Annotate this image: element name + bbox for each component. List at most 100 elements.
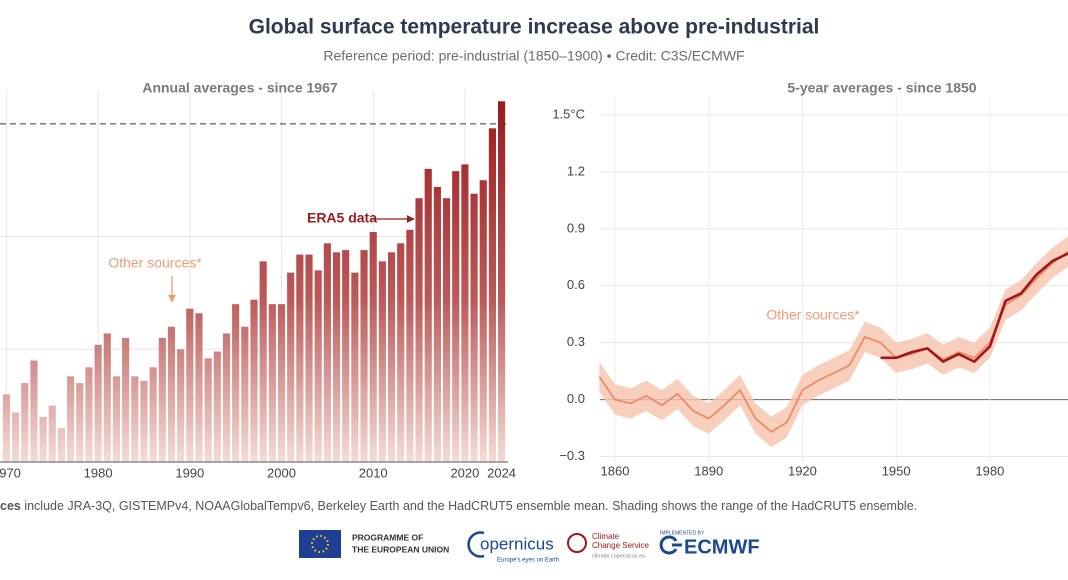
bar xyxy=(204,358,212,462)
bar xyxy=(222,333,231,462)
bar xyxy=(360,250,368,462)
logo-text: climate.copernicus.eu xyxy=(592,553,645,559)
bar xyxy=(259,261,267,462)
bar xyxy=(488,128,496,462)
logo-text: ECMWF xyxy=(684,536,760,558)
bar xyxy=(461,164,469,462)
panel-title: 5-year averages - since 1850 xyxy=(787,80,976,96)
bar xyxy=(2,394,10,462)
bar xyxy=(112,376,121,462)
y-tick-label: 0.9 xyxy=(567,220,585,235)
bar xyxy=(177,349,185,462)
annotation: Other sources* xyxy=(766,307,860,323)
bar xyxy=(167,326,176,462)
x-tick-label: 1950 xyxy=(882,463,911,478)
bar xyxy=(342,250,350,462)
bar xyxy=(213,351,221,462)
bar xyxy=(498,101,506,462)
y-tick-label: 1.5°C xyxy=(552,106,585,121)
x-tick-label: 1980 xyxy=(975,463,1004,478)
x-tick-label: 2010 xyxy=(359,465,388,480)
x-tick-label: 1920 xyxy=(788,463,817,478)
bar xyxy=(442,198,451,462)
bar xyxy=(131,376,139,462)
bar xyxy=(67,376,75,462)
bar xyxy=(158,338,166,462)
bar xyxy=(387,252,396,462)
copernicus-c xyxy=(467,531,485,558)
bar xyxy=(378,261,386,462)
x-tick-label: 1970 xyxy=(0,465,21,480)
x-tick-label: 2020 xyxy=(450,465,479,480)
bar xyxy=(85,367,93,462)
logo-text: Europe's eyes on Earth xyxy=(497,558,559,564)
bar xyxy=(479,180,487,462)
bar xyxy=(268,304,276,462)
bar xyxy=(351,272,359,462)
bar xyxy=(94,344,102,462)
logo-text: Climate xyxy=(592,532,620,541)
bar xyxy=(76,383,84,462)
panel-title: Annual averages - since 1967 xyxy=(142,80,338,96)
bar xyxy=(232,304,240,462)
bar xyxy=(122,338,130,462)
y-tick-label: −0.3 xyxy=(559,448,585,463)
bar xyxy=(186,308,194,462)
bar xyxy=(48,405,56,462)
x-tick-label: 2024 xyxy=(487,465,516,480)
bar xyxy=(323,243,331,462)
bar xyxy=(397,243,405,462)
c3s-icon xyxy=(567,533,587,553)
logo-text: opernicus xyxy=(480,534,554,553)
bar xyxy=(424,168,432,462)
bar xyxy=(287,272,295,462)
line xyxy=(880,252,1068,363)
bar xyxy=(30,360,38,462)
logo-text: IMPLEMENTED BY xyxy=(660,530,705,536)
logos: PROGRAMME OF THE EUROPEAN UNION opernicu… xyxy=(299,530,760,564)
x-tick-label: 1860 xyxy=(601,463,630,478)
bar xyxy=(433,186,441,463)
y-tick-label: 0.0 xyxy=(567,391,585,406)
title: Global surface temperature increase abov… xyxy=(249,16,820,39)
x-tick-label: 1980 xyxy=(84,465,113,480)
bar xyxy=(195,313,203,462)
bar xyxy=(470,193,478,462)
bar xyxy=(103,333,111,462)
range-band xyxy=(599,236,1068,448)
bar xyxy=(452,171,460,462)
bar xyxy=(39,416,47,462)
x-tick-label: 1890 xyxy=(694,463,723,478)
bar xyxy=(332,252,341,462)
bar xyxy=(140,380,148,462)
bar xyxy=(241,326,249,462)
bar xyxy=(314,270,322,462)
annotation: ERA5 data xyxy=(307,210,377,226)
bar xyxy=(296,254,304,462)
bar xyxy=(369,232,377,462)
y-tick-label: 0.3 xyxy=(567,334,585,349)
bar xyxy=(305,254,313,462)
bar xyxy=(149,367,157,462)
annotation: Other sources* xyxy=(108,255,202,271)
bar xyxy=(250,299,258,462)
footnote-bold: ces xyxy=(0,499,21,513)
x-tick-label: 2000 xyxy=(267,465,296,480)
y-tick-label: 0.6 xyxy=(567,277,585,292)
footnote: ces include JRA-3Q, GISTEMPv4, NOAAGloba… xyxy=(0,499,917,513)
x-tick-label: 1990 xyxy=(175,465,204,480)
logo-text: THE EUROPEAN UNION xyxy=(352,544,449,554)
bar xyxy=(21,383,29,462)
bar xyxy=(415,198,423,462)
footnote-text: include JRA-3Q, GISTEMPv4, NOAAGlobalTem… xyxy=(21,499,917,513)
eu-flag xyxy=(299,530,341,558)
eu-stars xyxy=(311,535,329,553)
bar xyxy=(12,412,20,462)
bar xyxy=(277,304,286,462)
bar xyxy=(57,428,66,462)
ecmwf-icon xyxy=(659,535,682,555)
logo-text: PROGRAMME OF xyxy=(352,532,423,542)
logo-text: Change Service xyxy=(592,541,649,550)
bar xyxy=(406,229,414,462)
